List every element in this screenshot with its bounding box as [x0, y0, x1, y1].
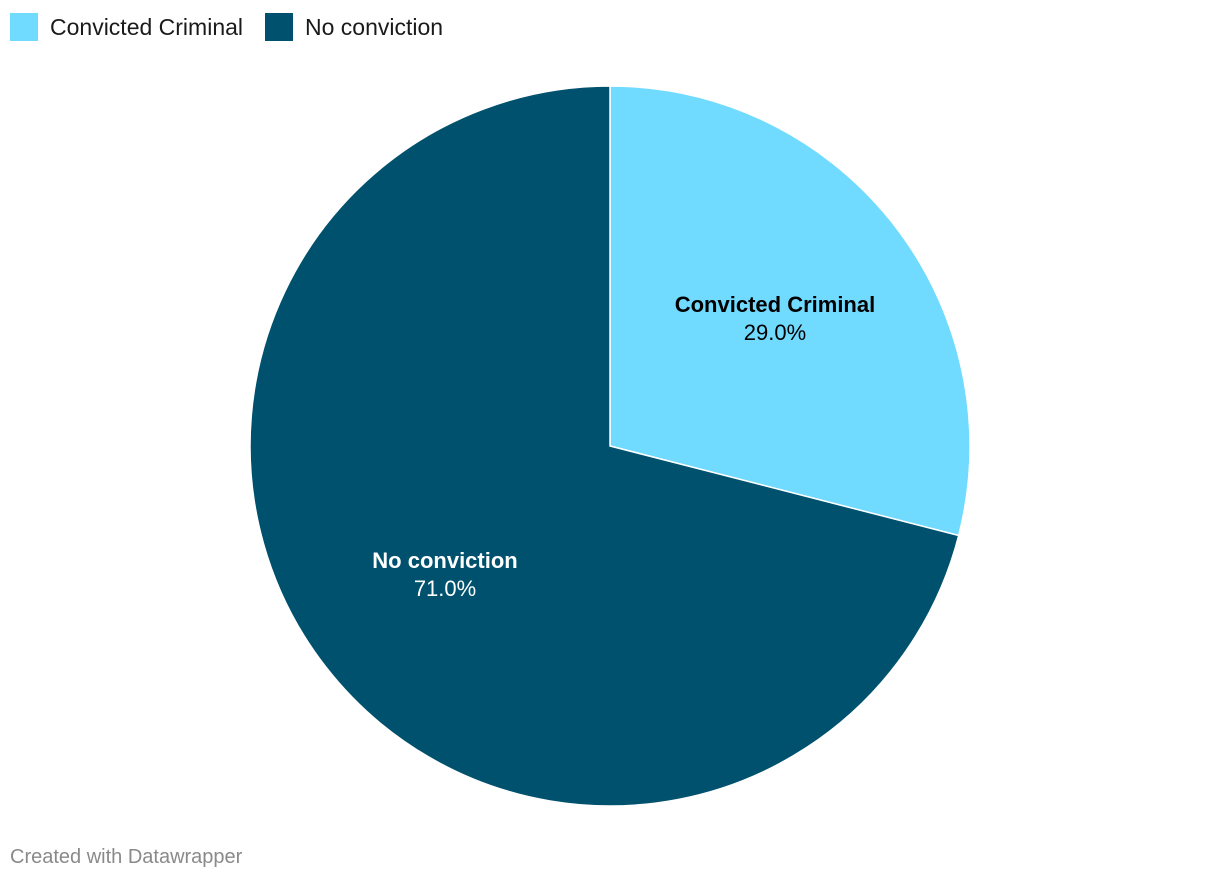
legend-label-no-conviction: No conviction	[305, 14, 444, 40]
legend-swatch-no-conviction	[265, 13, 294, 41]
legend: Convicted Criminal No conviction	[10, 13, 443, 41]
slice-name-label-no-conviction: No conviction	[372, 548, 517, 573]
footer-credit: Created with Datawrapper	[10, 846, 243, 868]
legend-item-no-conviction: No conviction	[265, 13, 443, 41]
slice-value-label-no-conviction: 71.0%	[414, 576, 476, 601]
pie-slices	[249, 85, 971, 807]
legend-swatch-convicted-criminal	[10, 13, 38, 41]
legend-item-convicted-criminal: Convicted Criminal	[10, 13, 243, 41]
pie-labels: Convicted Criminal 29.0% No conviction 71.0…	[372, 292, 875, 601]
legend-label-convicted-criminal: Convicted Criminal	[50, 14, 244, 40]
pie-slice-no-conviction	[249, 85, 960, 807]
slice-name-label-convicted-criminal: Convicted Criminal	[675, 292, 875, 317]
pie-slice-convicted-criminal	[609, 85, 971, 537]
slice-value-label-convicted-criminal: 29.0%	[744, 320, 806, 345]
